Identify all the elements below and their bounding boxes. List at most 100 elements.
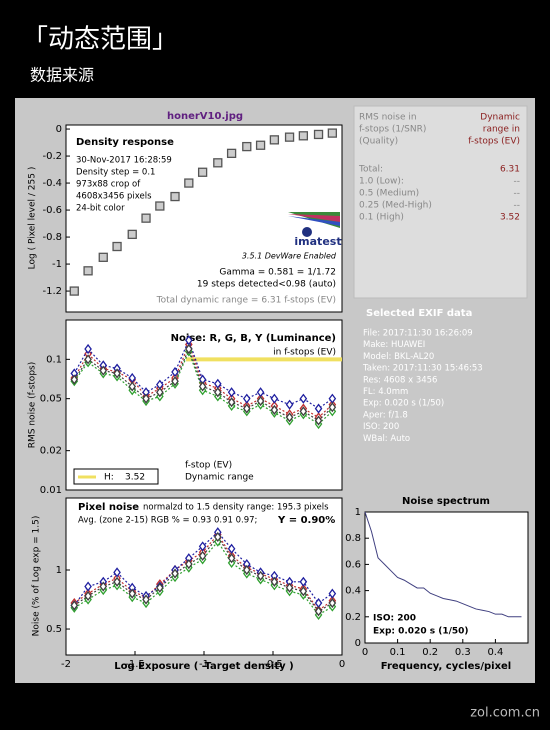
- chart-title: Noise spectrum: [402, 496, 490, 507]
- exif-line: Model: BKL-AL20: [363, 352, 434, 362]
- legend-value: 3.52: [125, 473, 145, 483]
- marker: [198, 381, 207, 392]
- marker: [226, 148, 237, 159]
- series-line: [364, 511, 522, 618]
- exif-line: FL: 4.0mm: [363, 387, 408, 397]
- y-tick-label: -0.8: [42, 232, 62, 243]
- version: 3.5.1 DevWare Enabled: [242, 252, 337, 261]
- marker: [227, 387, 236, 398]
- x-tick-label: 0.1: [390, 647, 406, 658]
- marker: [213, 387, 222, 398]
- exif-line: ISO: 200: [363, 422, 399, 432]
- x-tick-label: -1: [199, 659, 209, 670]
- legend-label: H:: [104, 473, 114, 483]
- exif-line: WBal: Auto: [363, 434, 410, 444]
- marker: [227, 553, 236, 564]
- rms-value: 6.31: [500, 165, 520, 175]
- title: 「动态范围」: [22, 25, 178, 55]
- marker: [285, 582, 294, 593]
- marker: [299, 406, 308, 417]
- annotation: 973x88 crop of: [76, 180, 141, 190]
- marker: [298, 131, 309, 141]
- x-tick-label: 0: [362, 647, 368, 658]
- marker: [185, 343, 193, 355]
- y-axis-label: Log ( Pixel level / 255 ): [28, 167, 38, 270]
- y-tick-label: 0.1: [46, 354, 62, 365]
- chart-subtitle: normalzd to 1.5 density range: 195.3 pix…: [143, 503, 329, 513]
- rms-label: 0.25 (Med-High): [359, 201, 432, 211]
- marker: [69, 286, 79, 296]
- y-tick-label: 0.02: [40, 446, 62, 457]
- rms-head: Dynamic: [480, 113, 520, 123]
- plot-area: [65, 319, 343, 491]
- gamma: Gamma = 0.581 = 1/1.72: [219, 268, 336, 278]
- x-tick-label: 0: [339, 659, 345, 670]
- y-tick-label: 0.05: [40, 394, 62, 405]
- marker: [113, 576, 121, 587]
- marker: [299, 586, 308, 597]
- rms-label: Total:: [358, 165, 383, 175]
- chart-title: Pixel noise: [78, 502, 139, 513]
- exif: Selected EXIF data File: 2017:11:30 16:26…: [362, 308, 483, 444]
- marker: [299, 393, 308, 404]
- subtitle: 数据来源: [30, 66, 94, 85]
- marker: [83, 266, 93, 276]
- marker: [213, 158, 223, 168]
- marker: [270, 576, 279, 587]
- chart-title: Noise: R, G, B, Y (Luminance): [171, 333, 336, 344]
- marker: [113, 567, 121, 578]
- marker: [227, 543, 236, 554]
- y-tick-label: 0.4: [345, 586, 361, 597]
- marker: [142, 393, 150, 404]
- marker: [328, 402, 337, 413]
- marker: [328, 597, 337, 609]
- rms-box: [353, 105, 528, 299]
- y-tick-label: 0.5: [46, 624, 62, 635]
- x-tick-label: 0.2: [422, 647, 438, 658]
- marker: [156, 582, 164, 593]
- chart-title: Density response: [76, 137, 174, 148]
- y-tick-label: 0: [56, 124, 62, 135]
- watermark: zol.com.cn: [470, 706, 540, 721]
- rms-head: (Quality): [359, 137, 398, 147]
- marker: [299, 576, 308, 587]
- y-tick-label: -1: [52, 259, 62, 270]
- x-tick-label: -0.5: [263, 659, 283, 670]
- marker: [285, 399, 294, 410]
- marker: [185, 559, 193, 570]
- marker: [84, 354, 92, 365]
- logo-mark: [288, 216, 340, 226]
- marker: [142, 594, 150, 605]
- x-tick-label: -1.5: [125, 659, 145, 670]
- logo-dot: [302, 227, 312, 237]
- avg-y: Y = 0.90%: [277, 515, 335, 526]
- image-title: honerV10.jpg: [167, 111, 243, 122]
- marker: [197, 167, 208, 177]
- steps: 19 steps detected<0.98 (auto): [197, 280, 336, 290]
- annotation: 24-bit color: [76, 204, 125, 214]
- marker: [313, 129, 324, 140]
- marker: [98, 252, 108, 262]
- marker: [213, 531, 222, 543]
- rms-head: f-stops (1/SNR): [359, 125, 426, 135]
- rms-label: 0.1 (High): [359, 213, 404, 223]
- marker: [327, 128, 337, 138]
- rms-label: 0.5 (Medium): [359, 189, 419, 199]
- y-tick-label: 0.2: [345, 612, 361, 623]
- y-tick-label: -0.2: [42, 151, 62, 162]
- marker: [314, 606, 323, 617]
- exif-line: File: 2017:11:30 16:26:09: [363, 329, 473, 339]
- x-tick-label: -2: [61, 659, 71, 670]
- marker: [156, 387, 164, 398]
- marker: [127, 229, 137, 240]
- chart-subtitle: in f-stops (EV): [273, 348, 336, 358]
- marker: [269, 135, 280, 145]
- marker: [270, 393, 279, 404]
- legend-text: f-stop (EV): [185, 461, 232, 471]
- marker: [242, 393, 251, 404]
- avg: Avg. (zone 2-15) RGB % = 0.93 0.91 0.97;: [78, 516, 257, 526]
- y-tick-label: 0: [355, 638, 361, 649]
- marker: [112, 241, 122, 252]
- annotation: Exp: 0.020 s (1/50): [373, 627, 469, 637]
